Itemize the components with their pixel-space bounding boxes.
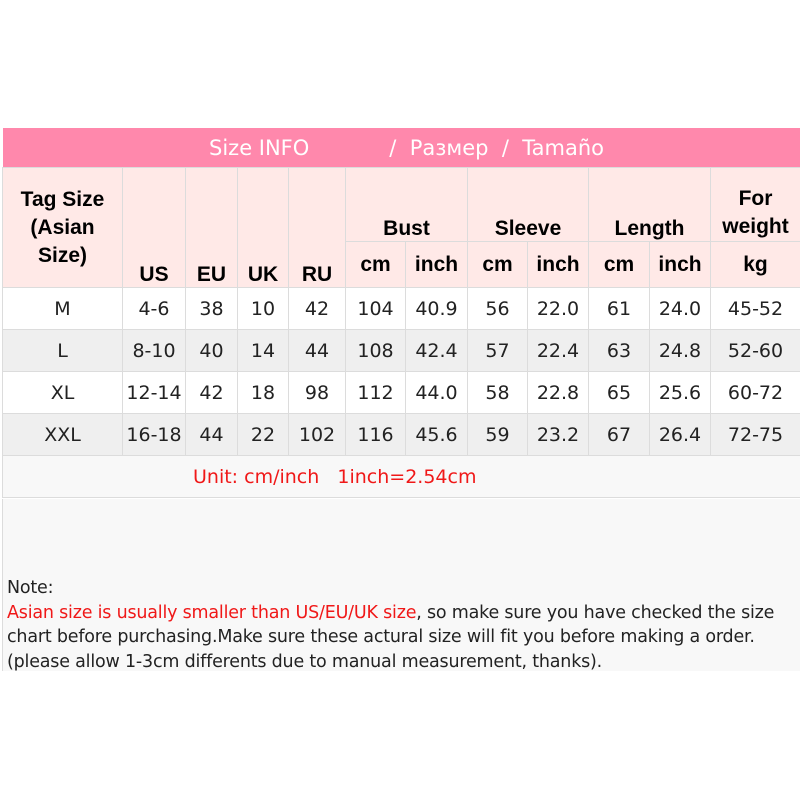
unit-text: Unit: cm/inch 1inch=2.54cm [2,455,800,498]
subheader-sleeve-cm: cm [467,241,528,288]
table-cell: 108 [345,329,406,372]
table-cell: 12-14 [122,371,186,414]
table-cell: 102 [288,413,346,456]
table-cell: 116 [345,413,406,456]
table-cell: 112 [345,371,406,414]
title-size-info: Size INFO [209,135,310,160]
table-cell: 59 [467,413,528,456]
table-cell: 52-60 [710,329,800,372]
table-cell: 44 [288,329,346,372]
table-cell: 42 [288,287,346,330]
table-row: L 8-10 40 14 44 108 42.4 57 22.4 63 24.8 52-60 [2,329,800,372]
table-cell: 61 [588,287,650,330]
table-title: Size INFO / Размер / Tamaño [2,128,800,168]
table-cell: 63 [588,329,650,372]
header-length: Length [588,167,711,242]
table-cell: 44.0 [405,371,468,414]
table-cell: 26.4 [649,413,711,456]
subheader-weight-kg: kg [710,241,800,288]
title-translations: / Размер / Tamaño [389,135,604,160]
table-cell: 10 [237,287,289,330]
subheader-bust-cm: cm [345,241,406,288]
table-cell: 22.0 [527,287,589,330]
unit-row: Unit: cm/inch 1inch=2.54cm [2,455,800,498]
table-cell: 14 [237,329,289,372]
size-chart-table: Size INFO / Размер / Tamaño Tag Size (Asi… [2,128,800,498]
table-cell: 40 [185,329,238,372]
table-cell: 67 [588,413,650,456]
table-cell: 18 [237,371,289,414]
table-cell: 40.9 [405,287,468,330]
table-cell: 65 [588,371,650,414]
note: Note: Asian size is usually smaller than… [7,576,799,674]
table-cell: 38 [185,287,238,330]
header-bust: Bust [345,167,468,242]
table-cell: XXL [2,413,123,456]
blank-area [2,499,800,671]
header-us: US [122,167,186,288]
table-cell: 56 [467,287,528,330]
table-cell: 44 [185,413,238,456]
table-cell: 22.4 [527,329,589,372]
note-text: , so make sure you have checked the size… [7,602,775,672]
table-cell: 4-6 [122,287,186,330]
subheader-row: cm inch cm inch cm inch kg [3,241,800,288]
title-row: Size INFO / Размер / Tamaño [2,128,800,168]
table-cell: XL [2,371,123,414]
table-cell: 23.2 [527,413,589,456]
table-cell: 42.4 [405,329,468,372]
table-cell: 57 [467,329,528,372]
header-eu: EU [185,167,238,288]
table-cell: 72-75 [710,413,800,456]
table-cell: 24.0 [649,287,711,330]
table-cell: 60-72 [710,371,800,414]
header-uk: UK [237,167,289,288]
table-cell: L [2,329,123,372]
table-cell: 16-18 [122,413,186,456]
table-row: XL 12-14 42 18 98 112 44.0 58 22.8 65 25.6 60-72 [2,371,800,414]
subheader-sleeve-inch: inch [527,241,589,288]
table-cell: 22 [237,413,289,456]
table-cell: 58 [467,371,528,414]
note-label: Note: [7,578,54,598]
table-cell: 24.8 [649,329,711,372]
table-cell: 25.6 [649,371,711,414]
header-tag-size: Tag Size (Asian Size) [2,167,123,288]
subheader-length-cm: cm [588,241,650,288]
table-row: XXL 16-18 44 22 102 116 45.6 59 23.2 67 26.4 72-75 [2,413,800,456]
subheader-bust-inch: inch [405,241,468,288]
note-warning: Asian size is usually smaller than US/EU… [7,602,417,623]
table-cell: M [2,287,123,330]
table-cell: 104 [345,287,406,330]
table-cell: 45.6 [405,413,468,456]
table-cell: 45-52 [710,287,800,330]
subheader-length-inch: inch [649,241,711,288]
table-cell: 98 [288,371,346,414]
table-cell: 22.8 [527,371,589,414]
header-ru: RU [288,167,346,288]
header-sleeve: Sleeve [467,167,589,242]
table-cell: 8-10 [122,329,186,372]
note-body: Asian size is usually smaller than US/EU… [7,601,799,675]
table-row: M 4-6 38 10 42 104 40.9 56 22.0 61 24.0 45-52 [2,287,800,330]
table-cell: 42 [185,371,238,414]
header-weight: For weight [710,167,800,242]
header-row: Tag Size (Asian Size) US EU UK RU Bust S… [2,167,800,288]
